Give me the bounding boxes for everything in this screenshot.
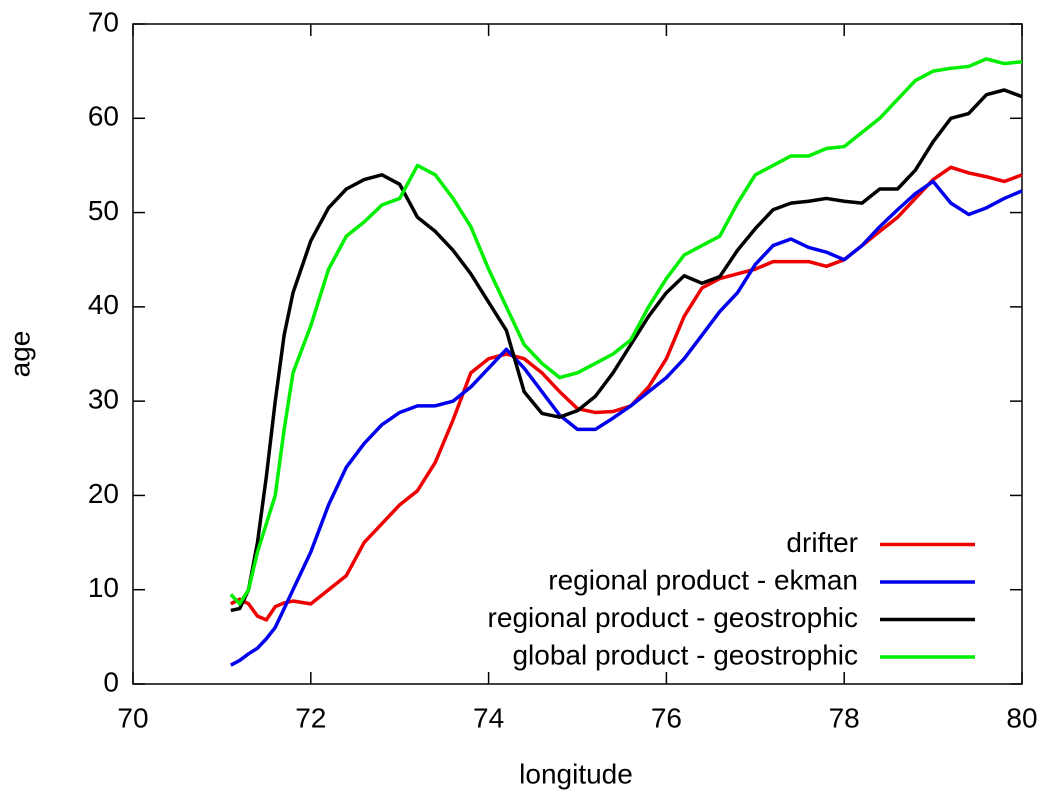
x-tick-label: 76 <box>651 702 682 733</box>
legend-label: drifter <box>786 527 858 558</box>
y-tick-label: 50 <box>88 195 119 226</box>
series-line <box>229 165 1023 622</box>
y-tick-label: 40 <box>88 289 119 320</box>
x-tick-label: 72 <box>295 702 326 733</box>
series-line <box>229 57 1023 606</box>
x-tick-label: 78 <box>829 702 860 733</box>
y-tick-label: 10 <box>88 572 119 603</box>
y-axis-label: age <box>4 331 35 378</box>
x-tick-label: 80 <box>1006 702 1037 733</box>
y-tick-label: 60 <box>88 101 119 132</box>
x-axis-label: longitude <box>519 758 633 789</box>
y-tick-label: 20 <box>88 478 119 509</box>
y-tick-label: 70 <box>88 6 119 37</box>
legend-label: global product - geostrophic <box>512 639 858 670</box>
x-tick-label: 70 <box>117 702 148 733</box>
series-line <box>229 179 1023 667</box>
legend-label: regional product - ekman <box>548 564 858 595</box>
legend-label: regional product - geostrophic <box>488 602 858 633</box>
plot-frame <box>132 23 1023 685</box>
x-tick-label: 74 <box>473 702 504 733</box>
y-tick-label: 0 <box>103 666 119 697</box>
y-tick-label: 30 <box>88 384 119 415</box>
series-line <box>230 88 1023 613</box>
